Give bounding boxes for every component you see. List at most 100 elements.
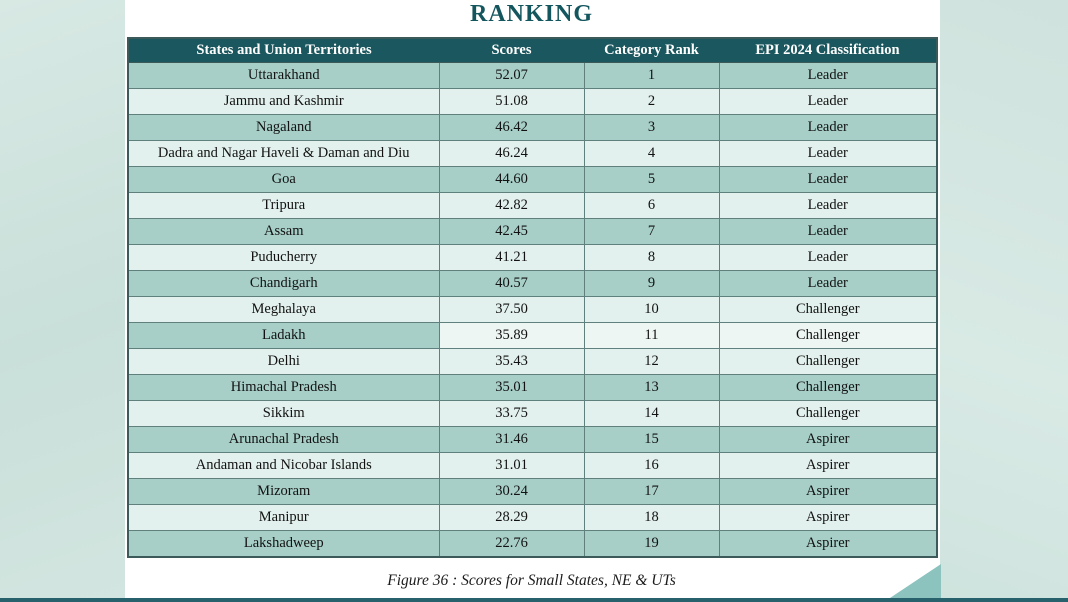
cell-rank: 7	[583, 218, 720, 245]
table-row: Assam 42.45 7 Leader	[127, 218, 938, 245]
cell-rank: 5	[583, 166, 720, 193]
table-row: Ladakh 35.89 11 Challenger	[127, 322, 938, 349]
cell-rank: 8	[583, 244, 720, 271]
cell-classification: Aspirer	[718, 504, 938, 531]
column-header-category-rank: Category Rank	[584, 37, 719, 63]
cell-state: Mizoram	[127, 478, 440, 505]
table-row: Mizoram 30.24 17 Aspirer	[127, 478, 938, 505]
column-header-scores: Scores	[439, 37, 584, 63]
cell-rank: 2	[583, 88, 720, 115]
cell-rank: 17	[583, 478, 720, 505]
cell-classification: Leader	[718, 114, 938, 141]
cell-classification: Aspirer	[718, 426, 938, 453]
cell-state: Uttarakhand	[127, 62, 440, 89]
ranking-table: States and Union Territories Scores Cate…	[127, 37, 938, 558]
column-header-classification: EPI 2024 Classification	[719, 37, 937, 63]
table-row: Delhi 35.43 12 Challenger	[127, 348, 938, 375]
table-row: Nagaland 46.42 3 Leader	[127, 114, 938, 141]
cell-score: 31.46	[438, 426, 585, 453]
cell-score: 51.08	[438, 88, 585, 115]
cell-rank: 12	[583, 348, 720, 375]
cell-state: Sikkim	[127, 400, 440, 427]
cell-classification: Leader	[718, 140, 938, 167]
cell-score: 33.75	[438, 400, 585, 427]
cell-state: Lakshadweep	[127, 530, 440, 558]
cell-classification: Challenger	[718, 322, 938, 349]
cell-rank: 15	[583, 426, 720, 453]
cell-score: 44.60	[438, 166, 585, 193]
cell-score: 22.76	[438, 530, 585, 558]
cell-classification: Aspirer	[718, 452, 938, 479]
table-row: Arunachal Pradesh 31.46 15 Aspirer	[127, 426, 938, 453]
cell-rank: 10	[583, 296, 720, 323]
cell-score: 28.29	[438, 504, 585, 531]
cell-state: Arunachal Pradesh	[127, 426, 440, 453]
cell-score: 46.42	[438, 114, 585, 141]
cell-rank: 14	[583, 400, 720, 427]
cell-classification: Aspirer	[718, 478, 938, 505]
cell-state: Goa	[127, 166, 440, 193]
cell-classification: Leader	[718, 192, 938, 219]
cell-rank: 13	[583, 374, 720, 401]
cell-state: Delhi	[127, 348, 440, 375]
cell-score: 42.45	[438, 218, 585, 245]
cell-classification: Challenger	[718, 348, 938, 375]
table-row: Tripura 42.82 6 Leader	[127, 192, 938, 219]
cell-classification: Challenger	[718, 374, 938, 401]
cell-rank: 1	[583, 62, 720, 89]
table-row: Dadra and Nagar Haveli & Daman and Diu 46…	[127, 140, 938, 167]
cell-score: 40.57	[438, 270, 585, 297]
table-row: Sikkim 33.75 14 Challenger	[127, 400, 938, 427]
cell-state: Chandigarh	[127, 270, 440, 297]
cell-rank: 3	[583, 114, 720, 141]
cell-state: Assam	[127, 218, 440, 245]
ranking-table-container: States and Union Territories Scores Cate…	[127, 37, 938, 558]
table-row: Lakshadweep 22.76 19 Aspirer	[127, 530, 938, 558]
cell-rank: 18	[583, 504, 720, 531]
cell-score: 41.21	[438, 244, 585, 271]
cell-state: Nagaland	[127, 114, 440, 141]
cell-classification: Leader	[718, 270, 938, 297]
table-row: Andaman and Nicobar Islands 31.01 16 Aspire…	[127, 452, 938, 479]
cell-classification: Challenger	[718, 296, 938, 323]
cell-classification: Leader	[718, 166, 938, 193]
cell-classification: Aspirer	[718, 530, 938, 558]
table-row: Chandigarh 40.57 9 Leader	[127, 270, 938, 297]
table-row: Meghalaya 37.50 10 Challenger	[127, 296, 938, 323]
cell-rank: 6	[583, 192, 720, 219]
cell-state: Himachal Pradesh	[127, 374, 440, 401]
cell-rank: 4	[583, 140, 720, 167]
left-margin-strip	[0, 0, 125, 602]
cell-state: Jammu and Kashmir	[127, 88, 440, 115]
right-margin-strip	[940, 0, 1068, 602]
table-row: Manipur 28.29 18 Aspirer	[127, 504, 938, 531]
table-row: Puducherry 41.21 8 Leader	[127, 244, 938, 271]
cell-classification: Challenger	[718, 400, 938, 427]
cell-state: Andaman and Nicobar Islands	[127, 452, 440, 479]
cell-score: 46.24	[438, 140, 585, 167]
table-row: Himachal Pradesh 35.01 13 Challenger	[127, 374, 938, 401]
cell-score: 31.01	[438, 452, 585, 479]
cell-rank: 19	[583, 530, 720, 558]
table-header-row: States and Union Territories Scores Cate…	[128, 37, 937, 63]
cell-rank: 11	[583, 322, 720, 349]
cell-classification: Leader	[718, 244, 938, 271]
cell-state: Dadra and Nagar Haveli & Daman and Diu	[127, 140, 440, 167]
cell-score: 35.43	[438, 348, 585, 375]
cell-classification: Leader	[718, 218, 938, 245]
table-row: Jammu and Kashmir 51.08 2 Leader	[127, 88, 938, 115]
cell-score: 35.89	[438, 322, 585, 349]
table-row: Uttarakhand 52.07 1 Leader	[127, 62, 938, 89]
bottom-edge-bar	[0, 598, 1068, 602]
figure-caption: Figure 36 : Scores for Small States, NE …	[387, 572, 676, 589]
cell-score: 52.07	[438, 62, 585, 89]
cell-rank: 9	[583, 270, 720, 297]
cell-classification: Leader	[718, 62, 938, 89]
cell-score: 35.01	[438, 374, 585, 401]
table-row: Goa 44.60 5 Leader	[127, 166, 938, 193]
cell-state: Meghalaya	[127, 296, 440, 323]
cell-state: Manipur	[127, 504, 440, 531]
cell-score: 30.24	[438, 478, 585, 505]
cell-rank: 16	[583, 452, 720, 479]
cell-state: Puducherry	[127, 244, 440, 271]
